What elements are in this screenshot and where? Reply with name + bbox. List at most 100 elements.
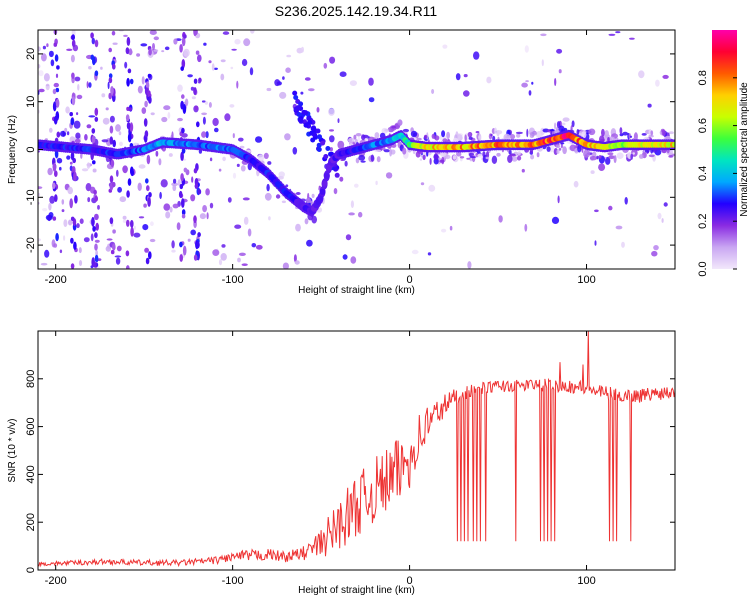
noise-speckle	[485, 156, 490, 160]
noise-speckle	[608, 205, 613, 211]
noise-speckle	[123, 34, 128, 38]
noise-streak	[145, 257, 150, 265]
noise-streak	[145, 81, 150, 90]
noise-speckle	[553, 148, 558, 155]
noise-speckle	[431, 89, 435, 94]
noise-streak	[125, 47, 130, 55]
noise-speckle	[447, 138, 450, 142]
noise-speckle	[316, 107, 320, 113]
noise-streak	[73, 241, 77, 250]
noise-speckle	[205, 188, 210, 196]
noise-streak	[178, 190, 183, 199]
noise-speckle	[376, 156, 381, 163]
noise-speckle	[149, 30, 157, 35]
noise-speckle	[661, 129, 666, 136]
noise-streak	[127, 178, 132, 186]
noise-streak	[130, 226, 134, 237]
noise-streak	[125, 250, 130, 257]
noise-speckle	[441, 130, 446, 138]
noise-speckle	[536, 152, 540, 158]
snr-background	[38, 331, 675, 570]
noise-speckle	[101, 139, 109, 143]
noise-streak	[181, 213, 186, 219]
noise-speckle	[187, 238, 191, 242]
noise-speckle	[64, 127, 68, 133]
noise-streak	[94, 232, 98, 239]
noise-speckle	[348, 137, 355, 143]
noise-speckle	[91, 37, 96, 45]
noise-speckle	[208, 60, 212, 64]
noise-streak	[197, 232, 201, 238]
noise-speckle	[266, 87, 272, 92]
noise-speckle	[439, 159, 445, 163]
colorbar-tick-label: 0.8	[697, 70, 709, 85]
noise-speckle	[92, 168, 97, 173]
noise-speckle	[255, 244, 263, 250]
x-tick-label: -100	[222, 274, 244, 286]
noise-streak	[90, 54, 95, 61]
noise-speckle	[168, 153, 173, 157]
noise-streak	[112, 229, 116, 234]
noise-streak	[108, 73, 113, 79]
noise-speckle	[158, 158, 162, 166]
noise-speckle	[267, 161, 272, 165]
noise-speckle	[231, 48, 237, 51]
noise-streak	[182, 245, 187, 256]
noise-streak	[111, 181, 116, 187]
noise-speckle	[159, 191, 162, 200]
echo-branch-cell	[334, 172, 340, 178]
noise-speckle	[167, 112, 171, 119]
echo-branch-cell	[306, 116, 312, 121]
noise-speckle	[355, 133, 362, 137]
noise-speckle	[498, 215, 503, 223]
noise-speckle	[47, 167, 53, 176]
noise-speckle	[433, 154, 439, 160]
noise-streak	[94, 195, 98, 202]
noise-streak	[180, 100, 184, 110]
noise-speckle	[383, 149, 391, 153]
noise-speckle	[124, 61, 128, 69]
noise-streak	[196, 121, 200, 128]
y-tick-label: 600	[25, 417, 37, 435]
noise-streak	[180, 151, 184, 161]
noise-streak	[52, 182, 56, 189]
noise-streak	[109, 175, 114, 183]
noise-speckle	[119, 196, 127, 203]
noise-speckle	[516, 133, 521, 138]
y-tick-label: -20	[25, 237, 37, 253]
noise-streak	[70, 216, 75, 221]
noise-speckle	[491, 155, 498, 164]
noise-speckle	[229, 104, 235, 108]
colorbar-tick-label: 0.0	[697, 261, 709, 276]
noise-speckle	[340, 158, 345, 161]
noise-streak	[73, 171, 77, 182]
noise-streak	[69, 112, 73, 117]
noise-speckle	[592, 151, 597, 158]
y-axis-label: SNR (10 * v/v)	[7, 419, 18, 483]
noise-streak	[56, 131, 61, 138]
noise-speckle	[630, 153, 633, 160]
noise-speckle	[648, 134, 654, 138]
noise-speckle	[655, 79, 660, 87]
noise-streak	[126, 190, 130, 198]
noise-streak	[181, 36, 186, 47]
noise-speckle	[59, 166, 62, 171]
noise-speckle	[234, 38, 241, 45]
noise-speckle	[68, 219, 73, 226]
noise-speckle	[204, 101, 208, 105]
noise-speckle	[581, 131, 587, 139]
noise-speckle	[411, 249, 419, 255]
noise-speckle	[370, 154, 375, 162]
noise-streak	[110, 159, 115, 168]
noise-speckle	[556, 149, 560, 154]
noise-speckle	[428, 184, 436, 192]
noise-speckle	[562, 146, 567, 155]
noise-speckle	[201, 112, 208, 116]
noise-speckle	[38, 88, 45, 93]
noise-streak	[110, 86, 114, 95]
noise-speckle	[517, 151, 521, 156]
noise-speckle	[456, 152, 462, 157]
noise-speckle	[47, 214, 52, 222]
noise-speckle	[607, 152, 614, 156]
noise-speckle	[311, 215, 318, 224]
